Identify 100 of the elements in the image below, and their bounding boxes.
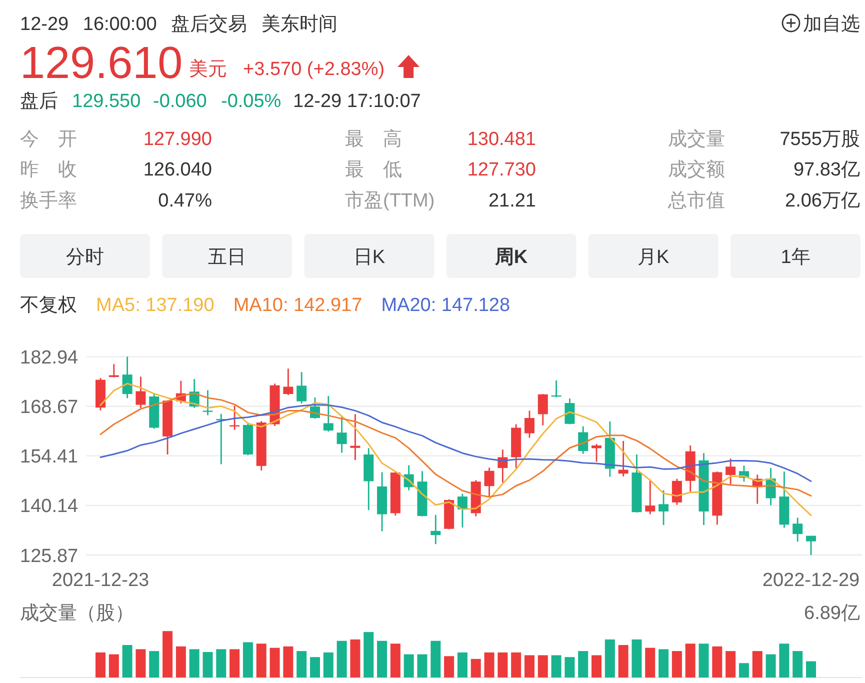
x-tick-label: 2021-12-23	[52, 570, 150, 591]
text: 昨收	[20, 160, 77, 181]
candlestick	[296, 371, 307, 404]
bar	[551, 655, 562, 678]
bar	[498, 652, 508, 678]
text: 最低	[345, 160, 402, 181]
candlestick	[658, 490, 669, 526]
bar	[524, 655, 534, 678]
text: 加自选	[803, 14, 860, 35]
y-tick-label: 168.67	[20, 397, 78, 418]
bar	[685, 644, 696, 678]
x-tick-label: 2022-12-29	[762, 570, 860, 591]
text: 今开	[20, 129, 77, 150]
bar	[632, 639, 642, 678]
candlestick	[323, 395, 334, 432]
text: 最高	[345, 128, 402, 150]
line-series	[100, 404, 812, 482]
candlestick	[457, 493, 468, 528]
candlestick	[524, 410, 534, 438]
candlestick	[672, 478, 682, 506]
bar	[511, 652, 522, 678]
bar	[149, 651, 160, 678]
bar	[364, 632, 374, 678]
bar	[162, 631, 173, 678]
text: 0.47%	[158, 190, 212, 212]
y-tick-label: 125.87	[20, 546, 78, 567]
bar	[390, 644, 400, 678]
bar	[122, 645, 132, 678]
bar	[712, 646, 722, 678]
tab: 五日	[162, 234, 292, 278]
bar	[766, 654, 776, 678]
bar	[578, 651, 588, 678]
bar	[444, 656, 454, 678]
bar	[136, 649, 146, 678]
text: 126.040	[143, 160, 212, 181]
chart-title: 成交量（股）	[20, 602, 134, 624]
bar	[645, 648, 656, 678]
bar	[592, 655, 602, 678]
candlestick	[430, 514, 441, 545]
bar	[726, 651, 736, 678]
bar	[564, 657, 575, 678]
bar	[672, 651, 682, 678]
bar	[350, 639, 360, 678]
bar	[96, 652, 106, 678]
candlestick	[484, 466, 494, 498]
candlestick	[283, 368, 294, 396]
bar	[806, 661, 816, 678]
bar	[430, 640, 441, 678]
text: +3.570 (+2.83%)	[243, 59, 385, 80]
text: 21.21	[488, 190, 536, 212]
bar	[176, 646, 186, 678]
tab: 周K	[446, 234, 576, 278]
bar	[296, 651, 307, 678]
bar	[242, 642, 253, 678]
bar	[377, 640, 388, 678]
y-tick-label: 140.14	[20, 496, 79, 518]
bar	[202, 652, 213, 678]
candlestick	[350, 413, 360, 461]
bar	[484, 652, 494, 678]
text: 97.83亿	[793, 160, 860, 181]
candlestick	[538, 393, 548, 426]
bar	[336, 640, 347, 678]
text: 129.610	[20, 37, 183, 88]
text: 美元	[189, 58, 227, 80]
bar	[470, 658, 481, 678]
tab: 1年	[730, 234, 860, 278]
text: 总市值	[667, 189, 725, 212]
bar	[404, 654, 414, 678]
text: -0.05%	[221, 91, 282, 112]
y-tick-label: 154.41	[20, 446, 78, 468]
bar	[618, 645, 628, 678]
bar	[538, 655, 548, 678]
legend: 不复权 MA5: 137.190 MA10: 142.917 MA20: 147.128	[20, 295, 510, 316]
line-series	[100, 392, 812, 498]
y-tick-label: 182.94	[20, 348, 79, 368]
candlestick	[618, 440, 628, 478]
candlestick	[792, 517, 803, 542]
bar	[658, 649, 669, 678]
text: -0.060	[153, 91, 207, 112]
candlestick	[336, 414, 347, 454]
bar	[604, 639, 615, 678]
text: 成交量	[668, 128, 725, 150]
candlestick	[202, 389, 213, 416]
bar	[216, 649, 226, 678]
text: 市盈(TTM)	[345, 189, 435, 212]
text: 7555万股	[780, 129, 860, 150]
candlestick	[645, 479, 656, 515]
bar	[698, 644, 709, 678]
bar	[189, 649, 200, 678]
bar	[283, 646, 294, 678]
tab: 日K	[304, 234, 434, 278]
bar	[230, 649, 240, 678]
candlestick	[136, 376, 146, 409]
bar	[738, 663, 749, 678]
bar	[108, 654, 119, 678]
bar	[752, 651, 762, 678]
candlestick	[806, 535, 816, 556]
bar	[256, 644, 266, 678]
bar	[792, 651, 803, 678]
text: 盘后	[20, 91, 58, 112]
